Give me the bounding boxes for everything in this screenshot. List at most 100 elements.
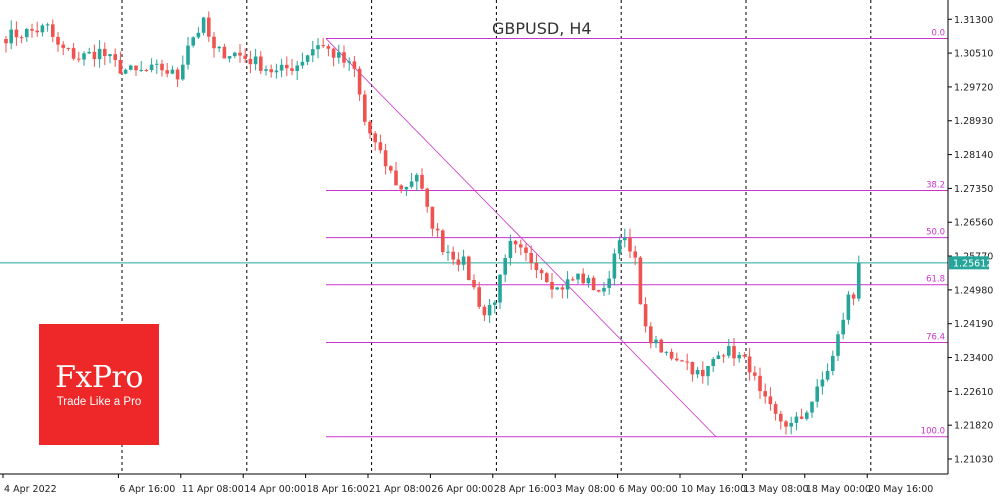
candle (638, 255, 643, 305)
candle-body (612, 253, 617, 279)
candle (789, 416, 793, 435)
x-tick-label: 3 May 08:00 (556, 484, 615, 495)
candle (118, 51, 123, 75)
candle-body (196, 32, 201, 38)
candle (326, 43, 331, 57)
candle-body (493, 302, 497, 305)
candle (721, 353, 726, 363)
candle (279, 58, 284, 78)
candle (612, 248, 617, 286)
candle (737, 351, 741, 363)
candle (732, 338, 736, 366)
candle (222, 43, 227, 59)
candle-body (675, 358, 679, 361)
candle-body (61, 44, 65, 48)
candle (300, 52, 305, 69)
candle (576, 273, 580, 284)
x-tick-label: 21 Apr 08:00 (369, 484, 431, 495)
candle-body (571, 279, 575, 281)
candle (87, 47, 91, 55)
candle (394, 161, 398, 186)
candle-body (810, 401, 814, 413)
candle (430, 206, 435, 237)
candle (685, 353, 689, 371)
x-tick-label: 13 May 08:00 (743, 484, 808, 495)
candle (560, 284, 565, 299)
candle (290, 58, 294, 76)
x-tick-label: 20 May 16:00 (868, 484, 933, 495)
candle-body (363, 94, 367, 122)
candle-body (420, 174, 424, 189)
candle (19, 35, 24, 44)
candle (212, 32, 216, 58)
candle-body (664, 351, 669, 353)
candle-body (477, 287, 481, 307)
candle-body (773, 404, 778, 414)
candle (103, 42, 107, 66)
candle-body (560, 287, 565, 290)
candle-body (103, 48, 107, 57)
candle-body (170, 69, 175, 74)
candle-body (534, 262, 539, 271)
candle-body (352, 61, 357, 69)
candle-body (35, 30, 39, 33)
candle (227, 56, 232, 63)
candle-body (768, 396, 773, 405)
candle-body (217, 46, 221, 49)
candle (311, 40, 315, 63)
y-tick-label: 1.30510 (954, 49, 993, 60)
candle-body (233, 52, 237, 57)
fib-level-label: 0.0 (931, 29, 945, 39)
candle-body (279, 64, 284, 71)
candle (597, 289, 601, 293)
candle (342, 45, 346, 68)
candle (441, 229, 445, 256)
candle-body (259, 56, 263, 71)
candle-body (269, 69, 273, 73)
y-tick-label: 1.28930 (954, 116, 993, 127)
candle-body (378, 142, 383, 151)
candle (493, 300, 497, 314)
candle (435, 223, 440, 238)
y-tick-label: 1.24980 (954, 285, 993, 296)
current-price-label: 1.25612 (949, 256, 992, 270)
candle (649, 322, 653, 349)
candle (25, 27, 29, 42)
candle (841, 312, 845, 340)
candle-body (586, 277, 591, 284)
candle-body (222, 46, 227, 59)
candle (581, 268, 585, 285)
candle (45, 22, 50, 32)
x-tick-label: 26 Apr 00:00 (431, 484, 493, 495)
candle (389, 165, 393, 174)
candle (477, 281, 481, 310)
candle (425, 187, 429, 213)
candle-body (805, 412, 809, 419)
candle-body (97, 48, 102, 60)
candle (274, 63, 279, 79)
candle-body (716, 355, 721, 359)
x-tick-label: 4 Apr 2022 (4, 484, 57, 495)
candle (14, 21, 19, 46)
candle (404, 186, 409, 196)
candle (669, 348, 674, 361)
candle-body (747, 356, 752, 373)
x-tick-label: 10 May 16:00 (681, 484, 746, 495)
candle-body (701, 369, 705, 377)
candle-body (857, 262, 861, 299)
y-tick-label: 1.27350 (954, 184, 993, 195)
candle (591, 275, 596, 291)
candle (508, 234, 513, 266)
candle-body (175, 69, 180, 80)
candle-body (30, 28, 34, 31)
fib-trend-line (325, 38, 717, 438)
candle-body (149, 64, 154, 71)
candle (534, 254, 539, 279)
candle-body (71, 48, 76, 59)
candle-body (836, 334, 840, 356)
candle-body (597, 290, 601, 292)
candle-body (66, 47, 71, 49)
candle-body (643, 304, 648, 327)
x-tick-label: 6 May 00:00 (619, 484, 678, 495)
